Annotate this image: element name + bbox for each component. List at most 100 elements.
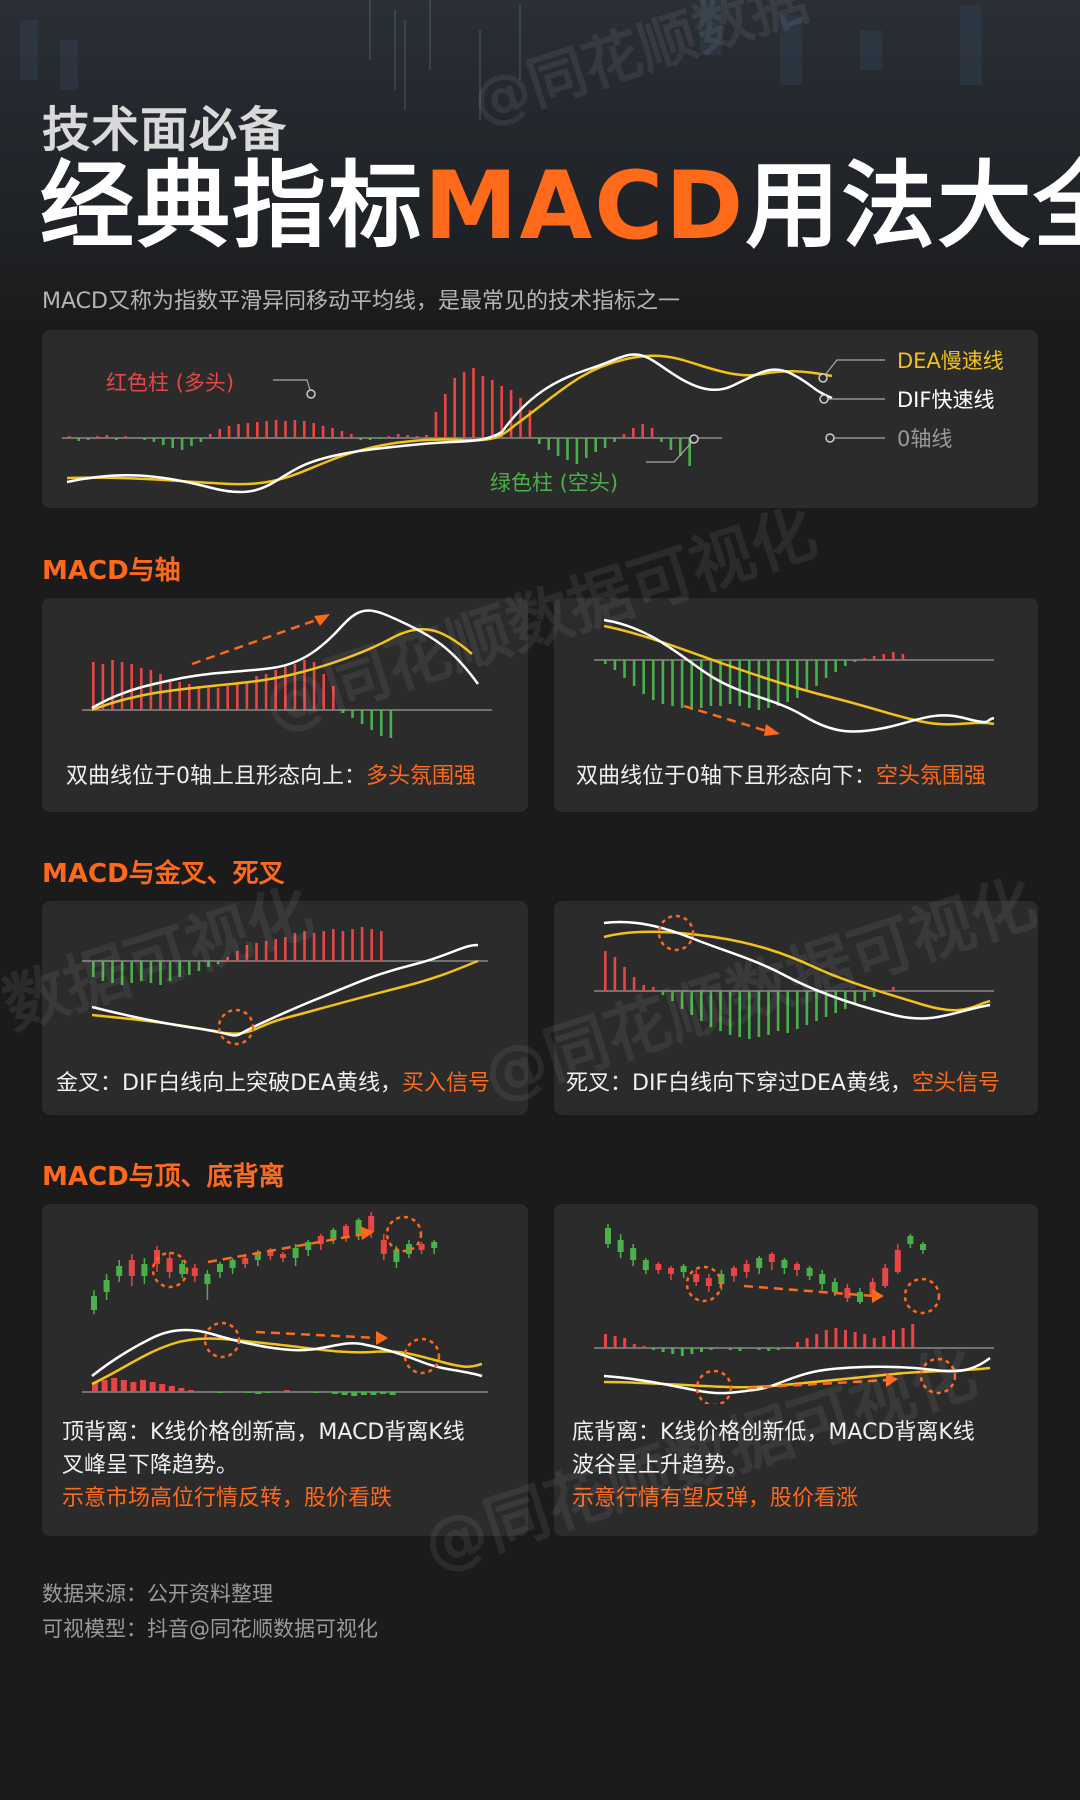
candlestick (166, 1252, 173, 1278)
histogram-bar (216, 688, 220, 710)
histogram-bar (509, 390, 513, 438)
histogram-bar (322, 674, 325, 710)
histogram-bar (538, 438, 541, 444)
top-divergence-card: 顶背离：K线价格创新高，MACD背离K线 叉峰呈下降趋势。 示意市场高位行情反转… (42, 1204, 528, 1536)
candlestick (229, 1258, 236, 1274)
histogram-bar (500, 386, 503, 438)
histogram-bar (661, 660, 665, 704)
candlestick (819, 1270, 826, 1290)
histogram-bar (86, 438, 90, 440)
histogram-bar (767, 660, 770, 708)
legend-dea: DEA慢速线 (897, 349, 1004, 373)
histogram-bar (709, 1348, 713, 1350)
candlestick (680, 1264, 687, 1278)
histogram-bar (796, 660, 799, 698)
death-cross-diagram (594, 914, 994, 1039)
overview-card: 红色柱 (多头) 绿色柱 (空头) DEA慢速线 DIF快速线 0轴线 (42, 330, 1038, 508)
histogram-bar (370, 710, 373, 730)
histogram-bar (892, 652, 895, 660)
histogram-bar (632, 428, 635, 438)
histogram-bar (748, 660, 751, 708)
histogram-bar (246, 423, 250, 438)
histogram-bar (680, 1348, 684, 1356)
histogram-bar (415, 436, 419, 438)
overview-diagram: 红色柱 (多头) 绿色柱 (空头) DEA慢速线 DIF快速线 0轴线 (62, 349, 1004, 495)
histogram-bar (284, 421, 287, 438)
histogram-bar (312, 1392, 319, 1393)
histogram-bar (370, 1392, 377, 1395)
candlestick (806, 1266, 813, 1280)
histogram-bar (303, 660, 306, 710)
histogram-bar (245, 682, 249, 710)
histogram-bar (892, 987, 895, 991)
death-cross-histogram (604, 951, 895, 1039)
price-trend-arrow (207, 1232, 365, 1264)
candlestick (141, 1258, 148, 1284)
histogram-bar (360, 1392, 367, 1395)
histogram-bar (332, 929, 335, 961)
histogram-bar (360, 710, 364, 724)
histogram-bar (613, 438, 616, 442)
histogram-bar (594, 438, 597, 452)
overview-histogram (68, 368, 691, 466)
histogram-bar (719, 991, 722, 1031)
pre-title: 技术面必备 (42, 102, 288, 158)
histogram-bar (786, 660, 789, 702)
histogram-bar (143, 438, 146, 440)
histogram-bar (120, 662, 124, 710)
histogram-bar (642, 1346, 646, 1348)
histogram-bar (236, 1391, 242, 1392)
histogram-bar (901, 1328, 905, 1348)
candlestick (330, 1228, 337, 1244)
histogram-bar (728, 1348, 732, 1350)
golden-cross-diagram (82, 927, 488, 1046)
candlestick (731, 1266, 737, 1282)
candlestick (204, 1270, 211, 1300)
histogram-bar (805, 1338, 809, 1348)
histogram-bar (264, 941, 268, 961)
histogram-bar (265, 421, 268, 438)
histogram-bar (226, 1391, 233, 1392)
histogram-bar (671, 660, 674, 706)
price-low-marker (685, 1265, 723, 1303)
histogram-bar (77, 438, 80, 441)
histogram-bar (642, 660, 645, 694)
histogram-bar (623, 1338, 627, 1348)
histogram-bar (111, 1378, 118, 1392)
axis-bear-diagram (594, 618, 995, 736)
histogram-bar (719, 1347, 723, 1348)
histogram-bar (207, 961, 210, 967)
histogram-bar (284, 666, 287, 710)
macd-trend-arrow (747, 1378, 889, 1390)
histogram-bar (632, 977, 636, 991)
histogram-bar (380, 931, 383, 961)
histogram-bar (872, 656, 876, 660)
histogram-bar (547, 438, 550, 450)
candlestick (305, 1240, 312, 1256)
histogram-bar (853, 991, 857, 1005)
histogram-bar (162, 438, 165, 445)
dif-line (91, 943, 479, 1037)
histogram-bar (519, 398, 522, 438)
trend-arrow (683, 704, 771, 734)
histogram-bar (863, 1334, 867, 1348)
histogram-bar (332, 686, 335, 710)
golden-cross-card: 金叉：DIF白线向上突破DEA黄线，买入信号 (42, 901, 528, 1115)
candlestick (116, 1260, 123, 1282)
histogram-bar (661, 1348, 665, 1352)
title-part2: 用法大全 (745, 152, 1080, 261)
dea-line (603, 624, 995, 726)
title-part1: 经典指标 (40, 152, 425, 261)
macd-peak-marker (403, 1337, 441, 1375)
top-divergence-candles (91, 1212, 438, 1314)
histogram-bar (642, 985, 645, 991)
histogram-bar (140, 961, 143, 981)
histogram-bar (124, 436, 127, 438)
histogram-bar (218, 429, 221, 438)
candlestick (655, 1262, 662, 1274)
histogram-bar (312, 423, 315, 438)
dif-line (91, 1328, 483, 1378)
histogram-bar (197, 1391, 204, 1392)
histogram-bar (312, 933, 316, 961)
histogram-bar (197, 686, 201, 710)
